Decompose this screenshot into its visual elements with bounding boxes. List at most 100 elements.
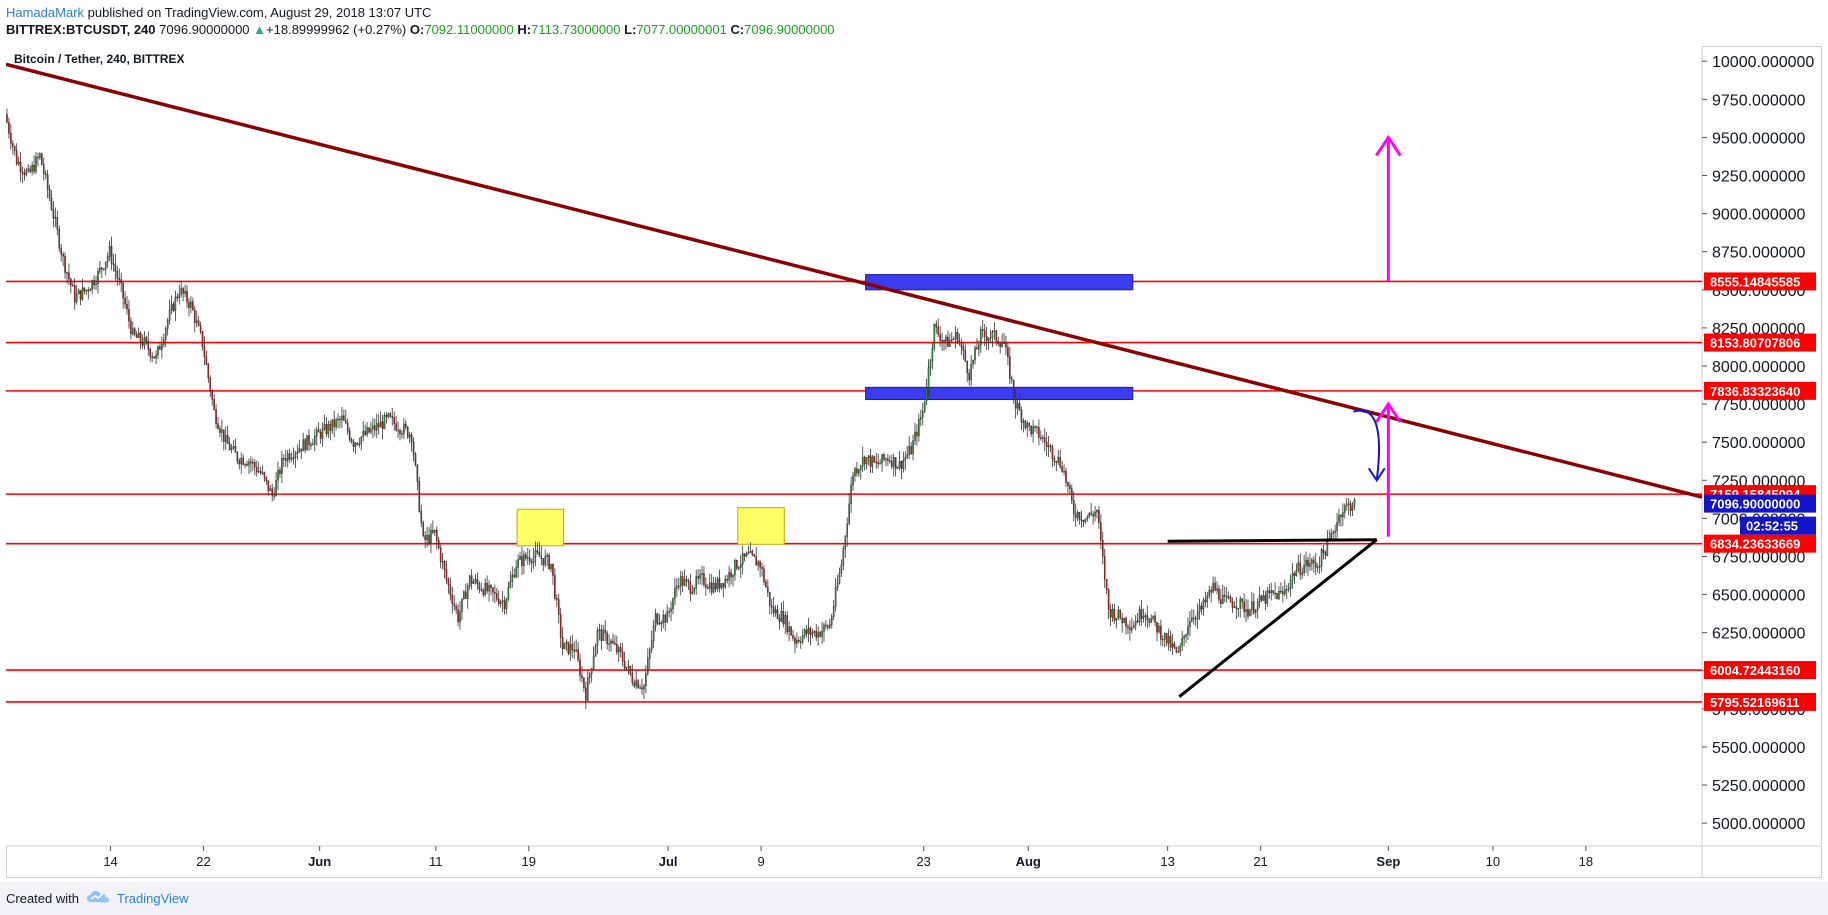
descending-trendline[interactable] xyxy=(6,62,1702,499)
candle-body xyxy=(437,539,440,549)
x-tick-label: 13 xyxy=(1160,854,1174,869)
candle-body xyxy=(288,453,291,460)
candle-body xyxy=(1340,514,1342,518)
candle-body xyxy=(1140,609,1143,619)
candle-body xyxy=(1316,566,1319,569)
triangle-line[interactable] xyxy=(1167,538,1377,543)
candle-body xyxy=(1167,635,1170,644)
zones[interactable] xyxy=(516,274,1134,547)
candle-body xyxy=(1014,396,1017,409)
candle-body xyxy=(315,429,318,437)
candle-body xyxy=(23,172,26,175)
candle-body xyxy=(610,640,612,644)
candle-body xyxy=(1237,607,1240,610)
candle-body xyxy=(724,578,727,588)
candle-body xyxy=(192,301,194,311)
x-axis[interactable]: 14 22 Jun 11 19 Jul 9 23 Aug 13 21 Sep 10 18 xyxy=(103,846,1593,869)
curved-retest-arrow-head[interactable] xyxy=(1367,467,1386,483)
zone-rectangle[interactable] xyxy=(865,274,1134,291)
candle-body xyxy=(509,580,512,588)
candle-body xyxy=(987,338,990,341)
candle-body xyxy=(1080,519,1083,521)
candle-body xyxy=(126,304,128,310)
candle-body xyxy=(1270,590,1273,594)
author-link[interactable]: HamadaMark xyxy=(6,5,85,20)
candle-body xyxy=(629,666,632,674)
price-chart[interactable]: Bitcoin / Tether, 240, BITTREX 5000.0000… xyxy=(6,46,1822,878)
target-arrow-head[interactable] xyxy=(1375,401,1402,423)
zone-rectangle[interactable] xyxy=(737,507,785,545)
x-tick-label: Aug xyxy=(1016,854,1041,869)
candle-body xyxy=(794,638,796,644)
plot-area[interactable] xyxy=(6,46,1702,846)
candle-body xyxy=(21,171,24,174)
drawings[interactable] xyxy=(6,62,1702,698)
candle-body xyxy=(466,585,469,599)
triangle-line[interactable] xyxy=(1178,538,1378,698)
candle-body xyxy=(997,341,1000,345)
curved-retest-arrow[interactable] xyxy=(1353,409,1380,481)
candle-body xyxy=(132,328,134,335)
candle-body xyxy=(95,283,97,286)
candle-body xyxy=(1094,511,1096,517)
candle-body xyxy=(302,439,304,452)
candle-body xyxy=(896,466,899,469)
candle-body xyxy=(1231,601,1234,608)
candle-body xyxy=(1347,503,1350,505)
candle-body xyxy=(1018,403,1021,411)
candle-body xyxy=(199,325,202,332)
tradingview-cloud-icon[interactable] xyxy=(86,888,110,906)
candle-body xyxy=(170,303,173,311)
candle-body xyxy=(670,608,672,612)
candle-body xyxy=(476,579,479,585)
candle-body xyxy=(1088,512,1091,518)
candle-body xyxy=(244,464,246,466)
candle-body xyxy=(1009,356,1011,379)
candle-body xyxy=(1295,570,1298,576)
candle-body xyxy=(172,303,175,311)
candle-body xyxy=(1136,620,1139,623)
candle-body xyxy=(410,434,413,442)
candle-body xyxy=(513,574,516,578)
candle-body xyxy=(356,442,359,445)
candle-body xyxy=(408,434,411,438)
candle-body xyxy=(312,443,314,446)
candle-body xyxy=(1185,634,1187,637)
candle-body xyxy=(554,575,556,599)
candle-body xyxy=(1173,643,1176,648)
low-label: L: xyxy=(624,22,637,37)
candle-body xyxy=(559,614,562,638)
candle-body xyxy=(976,347,978,350)
candle-body xyxy=(112,263,115,265)
candle-body xyxy=(912,440,914,455)
target-arrow-head[interactable] xyxy=(1375,134,1402,157)
tradingview-link[interactable]: TradingView xyxy=(117,891,189,906)
candle-body xyxy=(114,264,117,272)
candle-body xyxy=(598,629,601,631)
x-tick-label: 9 xyxy=(757,854,764,869)
candle-body xyxy=(583,677,585,689)
candle-body xyxy=(1100,522,1102,541)
level-price-label: 5795.52169611 xyxy=(1710,695,1800,710)
y-axis[interactable]: 5000.0000005250.0000005500.0000005750.00… xyxy=(1702,54,1814,833)
candle-body xyxy=(751,551,754,555)
candle-body xyxy=(461,598,463,612)
candle-body xyxy=(712,583,715,593)
candle-body xyxy=(496,593,498,600)
zone-rectangle[interactable] xyxy=(516,508,565,547)
candle-body xyxy=(825,624,827,627)
candle-body xyxy=(412,441,415,455)
zone-rectangle[interactable] xyxy=(865,386,1134,401)
candle-body xyxy=(561,637,564,650)
y-tick-label: 7500.000000 xyxy=(1712,435,1806,452)
candle-body xyxy=(989,337,992,339)
candle-body xyxy=(1194,618,1197,620)
candle-body xyxy=(163,339,165,345)
candle-body xyxy=(387,413,390,417)
candle-body xyxy=(1276,592,1278,600)
candle-body xyxy=(182,288,184,294)
level-price-label-bg xyxy=(1704,534,1816,553)
candle-body xyxy=(1200,605,1203,610)
level-price-label-bg xyxy=(1704,381,1816,400)
candle-body xyxy=(844,536,847,549)
